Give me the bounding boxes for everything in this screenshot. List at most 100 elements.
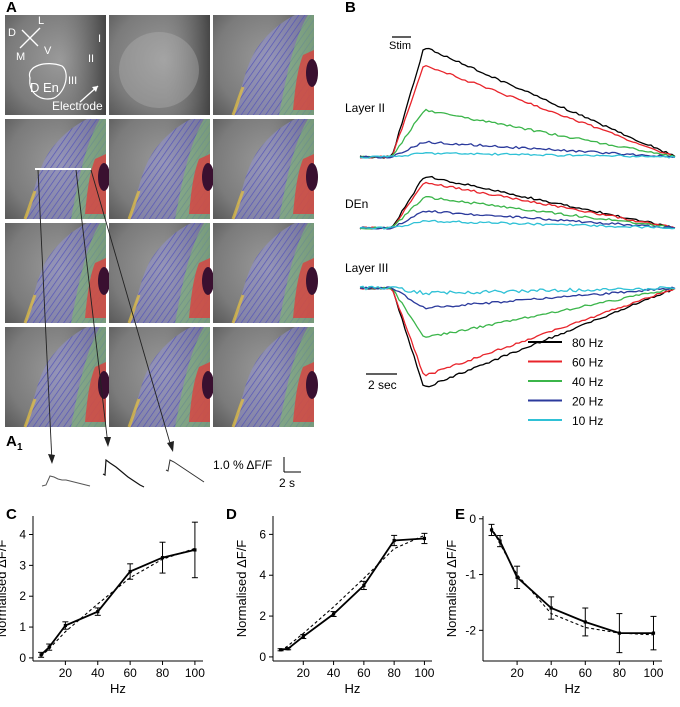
y-tick-label: 4 xyxy=(259,568,266,582)
trace-layer-ii-20hz xyxy=(359,140,675,159)
data-point xyxy=(128,569,132,574)
x-axis-label: Hz xyxy=(110,681,126,696)
ca-traces xyxy=(359,47,676,388)
legend-label: 10 Hz xyxy=(572,414,603,428)
trace-layer-ii-80hz xyxy=(359,47,676,159)
error-bar xyxy=(62,621,69,630)
panel-letter-b: B xyxy=(345,0,356,16)
compass-l: L xyxy=(38,15,44,27)
legend-label: 40 Hz xyxy=(572,375,603,389)
image-tile-6 xyxy=(213,117,320,221)
data-point xyxy=(331,612,336,616)
trace-layer-ii-60hz xyxy=(359,65,676,159)
x-tick-label: 80 xyxy=(156,666,170,680)
a1-trace-3 xyxy=(165,459,205,483)
legend-item-60hz: 60 Hz xyxy=(528,356,603,370)
layer-label-ii: II xyxy=(88,53,94,65)
error-bar xyxy=(285,647,292,651)
trace-layer-ii-40hz xyxy=(359,108,676,159)
trace-layer-iii-10hz xyxy=(359,285,676,296)
den-label: D En xyxy=(30,80,59,95)
a1-scale-label: 1.0 % ΔF/F xyxy=(213,458,272,472)
series-fit xyxy=(280,534,425,652)
y-tick-label: -1 xyxy=(465,568,476,582)
x-tick-label: 60 xyxy=(123,666,137,680)
trace-layer-iii-20hz xyxy=(359,286,676,310)
a1-trace-2 xyxy=(102,458,145,488)
error-bar xyxy=(582,607,589,637)
data-point xyxy=(583,620,587,624)
data-point xyxy=(498,539,502,543)
row-label-layer-iii: Layer III xyxy=(345,261,388,275)
x-tick-label: 80 xyxy=(387,666,401,680)
trace-den-60hz xyxy=(359,181,676,230)
y-tick-label: 1 xyxy=(19,620,26,634)
legend-item-20hz: 20 Hz xyxy=(528,395,603,409)
legend-label: 60 Hz xyxy=(572,356,603,370)
x-tick-label: 40 xyxy=(545,666,559,680)
image-tile-2 xyxy=(109,15,210,115)
row-label-den: DEn xyxy=(345,197,368,211)
trace-layer-iii-40hz xyxy=(359,286,676,338)
error-bar xyxy=(548,596,555,620)
a1-time-label: 2 s xyxy=(279,476,295,490)
electrode-label: Electrode xyxy=(52,99,103,113)
data-point xyxy=(96,610,100,614)
x-tick-label: 40 xyxy=(91,666,105,680)
trace-pointers xyxy=(37,169,174,464)
data-point xyxy=(47,645,51,649)
error-bar xyxy=(330,611,337,617)
legend-item-40hz: 40 Hz xyxy=(528,375,603,389)
image-tile-11 xyxy=(109,325,216,429)
y-tick-label: 3 xyxy=(19,558,26,572)
x-tick-label: 100 xyxy=(414,666,434,680)
data-point xyxy=(278,648,283,652)
den-outline xyxy=(28,63,67,100)
data-point xyxy=(515,575,519,579)
x-tick-label: 60 xyxy=(357,666,371,680)
y-tick-label: 0 xyxy=(259,650,266,664)
image-tile-3 xyxy=(213,13,320,117)
y-tick-label: 2 xyxy=(19,589,26,603)
image-tile-5 xyxy=(109,117,216,221)
image-tile-8 xyxy=(109,221,216,325)
chart-d: 20 40 60 80 100 0 2 4 6 Hz Normalised ΔF/F xyxy=(234,516,435,696)
x-axis-label: Hz xyxy=(345,681,361,696)
data-point xyxy=(362,583,366,588)
b-scale-label: 2 sec xyxy=(368,378,397,392)
series-data xyxy=(40,549,196,656)
x-axis-label: Hz xyxy=(565,681,581,696)
series-data xyxy=(490,529,654,634)
data-point xyxy=(549,606,553,610)
imaging-grid xyxy=(5,13,320,429)
error-bar xyxy=(514,565,521,589)
y-tick-label: 0 xyxy=(19,651,26,665)
chart-e: 20 40 60 80 100 0 -1 -2 Hz Normalised ΔF/F xyxy=(444,512,664,696)
legend-item-80hz: 80 Hz xyxy=(528,336,603,350)
error-bar xyxy=(650,615,657,651)
data-point xyxy=(651,631,656,635)
a1-trace-1 xyxy=(41,475,91,487)
image-tile-7 xyxy=(5,221,112,325)
image-tile-9 xyxy=(213,221,320,325)
panel-letter-d: D xyxy=(226,506,237,523)
data-point xyxy=(286,647,290,651)
compass-v: V xyxy=(44,45,52,57)
error-bar xyxy=(300,633,307,640)
data-point xyxy=(489,528,494,532)
data-point xyxy=(63,623,67,628)
y-tick-label: 0 xyxy=(469,512,476,526)
legend-label: 80 Hz xyxy=(572,336,603,350)
layer-label-iii: III xyxy=(68,75,77,87)
trace-layer-ii-10hz xyxy=(359,152,676,159)
x-tick-label: 40 xyxy=(327,666,341,680)
chart-c: 20 40 60 80 100 0 1 2 3 4 Hz Normalised ΔF/F xyxy=(0,516,205,696)
y-tick-label: -2 xyxy=(465,623,476,637)
x-tick-label: 60 xyxy=(579,666,593,680)
data-point xyxy=(422,536,427,541)
x-tick-label: 100 xyxy=(643,666,663,680)
y-tick-label: 2 xyxy=(259,609,266,623)
error-bar xyxy=(360,580,367,591)
panel-letter-c: C xyxy=(6,506,17,523)
